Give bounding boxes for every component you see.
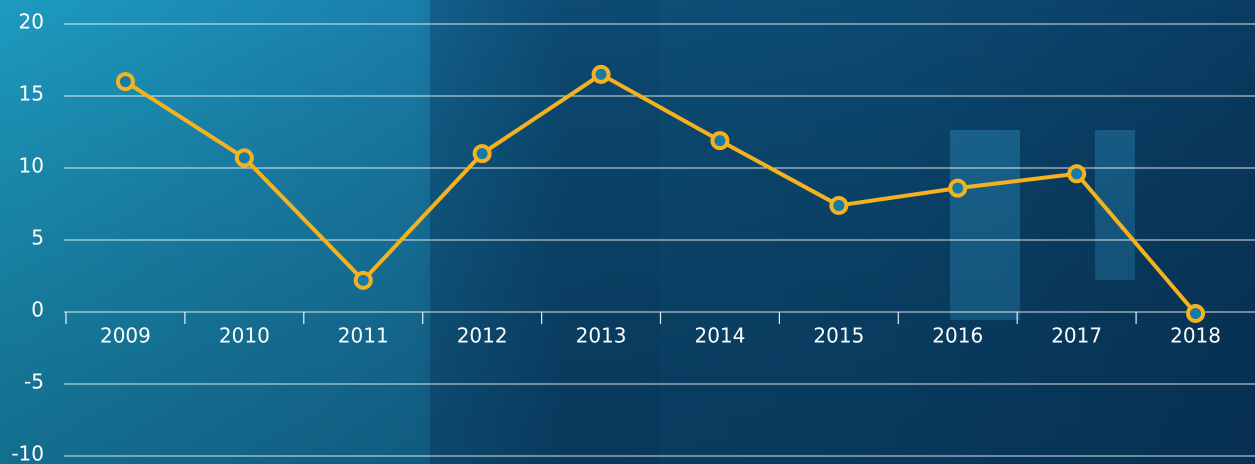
y-tick-label: 0 [31,298,44,322]
x-tick-label: 2011 [338,324,389,348]
data-point [1069,166,1084,181]
data-point [950,181,965,196]
x-tick-label: 2018 [1170,324,1221,348]
y-tick-label: 5 [31,226,44,250]
data-point [831,198,846,213]
data-point [594,67,609,82]
x-tick-label: 2009 [100,324,151,348]
x-tick-label: 2012 [457,324,508,348]
data-point [712,133,727,148]
x-tick-label: 2016 [932,324,983,348]
y-tick-label: 20 [19,10,44,34]
x-tick-label: 2010 [219,324,270,348]
data-point [475,146,490,161]
page: {"chart_data": {"type": "line", "categor… [0,0,1255,464]
data-point [356,273,371,288]
chart: -10 -5 0 5 10 15 20 2009 2010 2011 2012 2013 2014 201… [0,0,1255,464]
y-tick-label: -10 [11,442,44,464]
x-tick-label: 2013 [576,324,627,348]
y-tick-label: 10 [19,154,44,178]
x-tick-label: 2015 [813,324,864,348]
data-point [118,74,133,89]
data-point [1188,306,1203,321]
data-point [237,150,252,165]
x-tick-label: 2017 [1051,324,1102,348]
background-shade [0,0,1255,464]
x-tick-label: 2014 [694,324,745,348]
y-tick-label: -5 [24,370,44,394]
y-tick-label: 15 [19,82,44,106]
